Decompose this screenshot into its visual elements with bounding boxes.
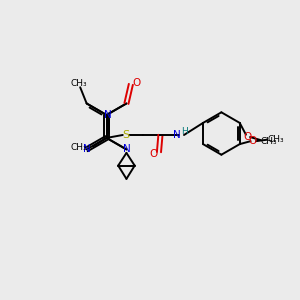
Text: S: S [122,130,129,140]
Text: O: O [149,149,158,159]
Text: N: N [173,130,181,140]
Text: CH₃: CH₃ [267,135,284,144]
Text: O: O [132,78,140,88]
Text: CH₃: CH₃ [70,79,87,88]
Text: O: O [243,132,251,142]
Text: N: N [123,144,130,154]
Text: N: N [83,144,91,154]
Text: N: N [104,110,112,120]
Text: O: O [249,136,257,146]
Text: CH₃: CH₃ [70,143,87,152]
Text: H: H [181,127,188,136]
Text: CH₃: CH₃ [260,137,277,146]
